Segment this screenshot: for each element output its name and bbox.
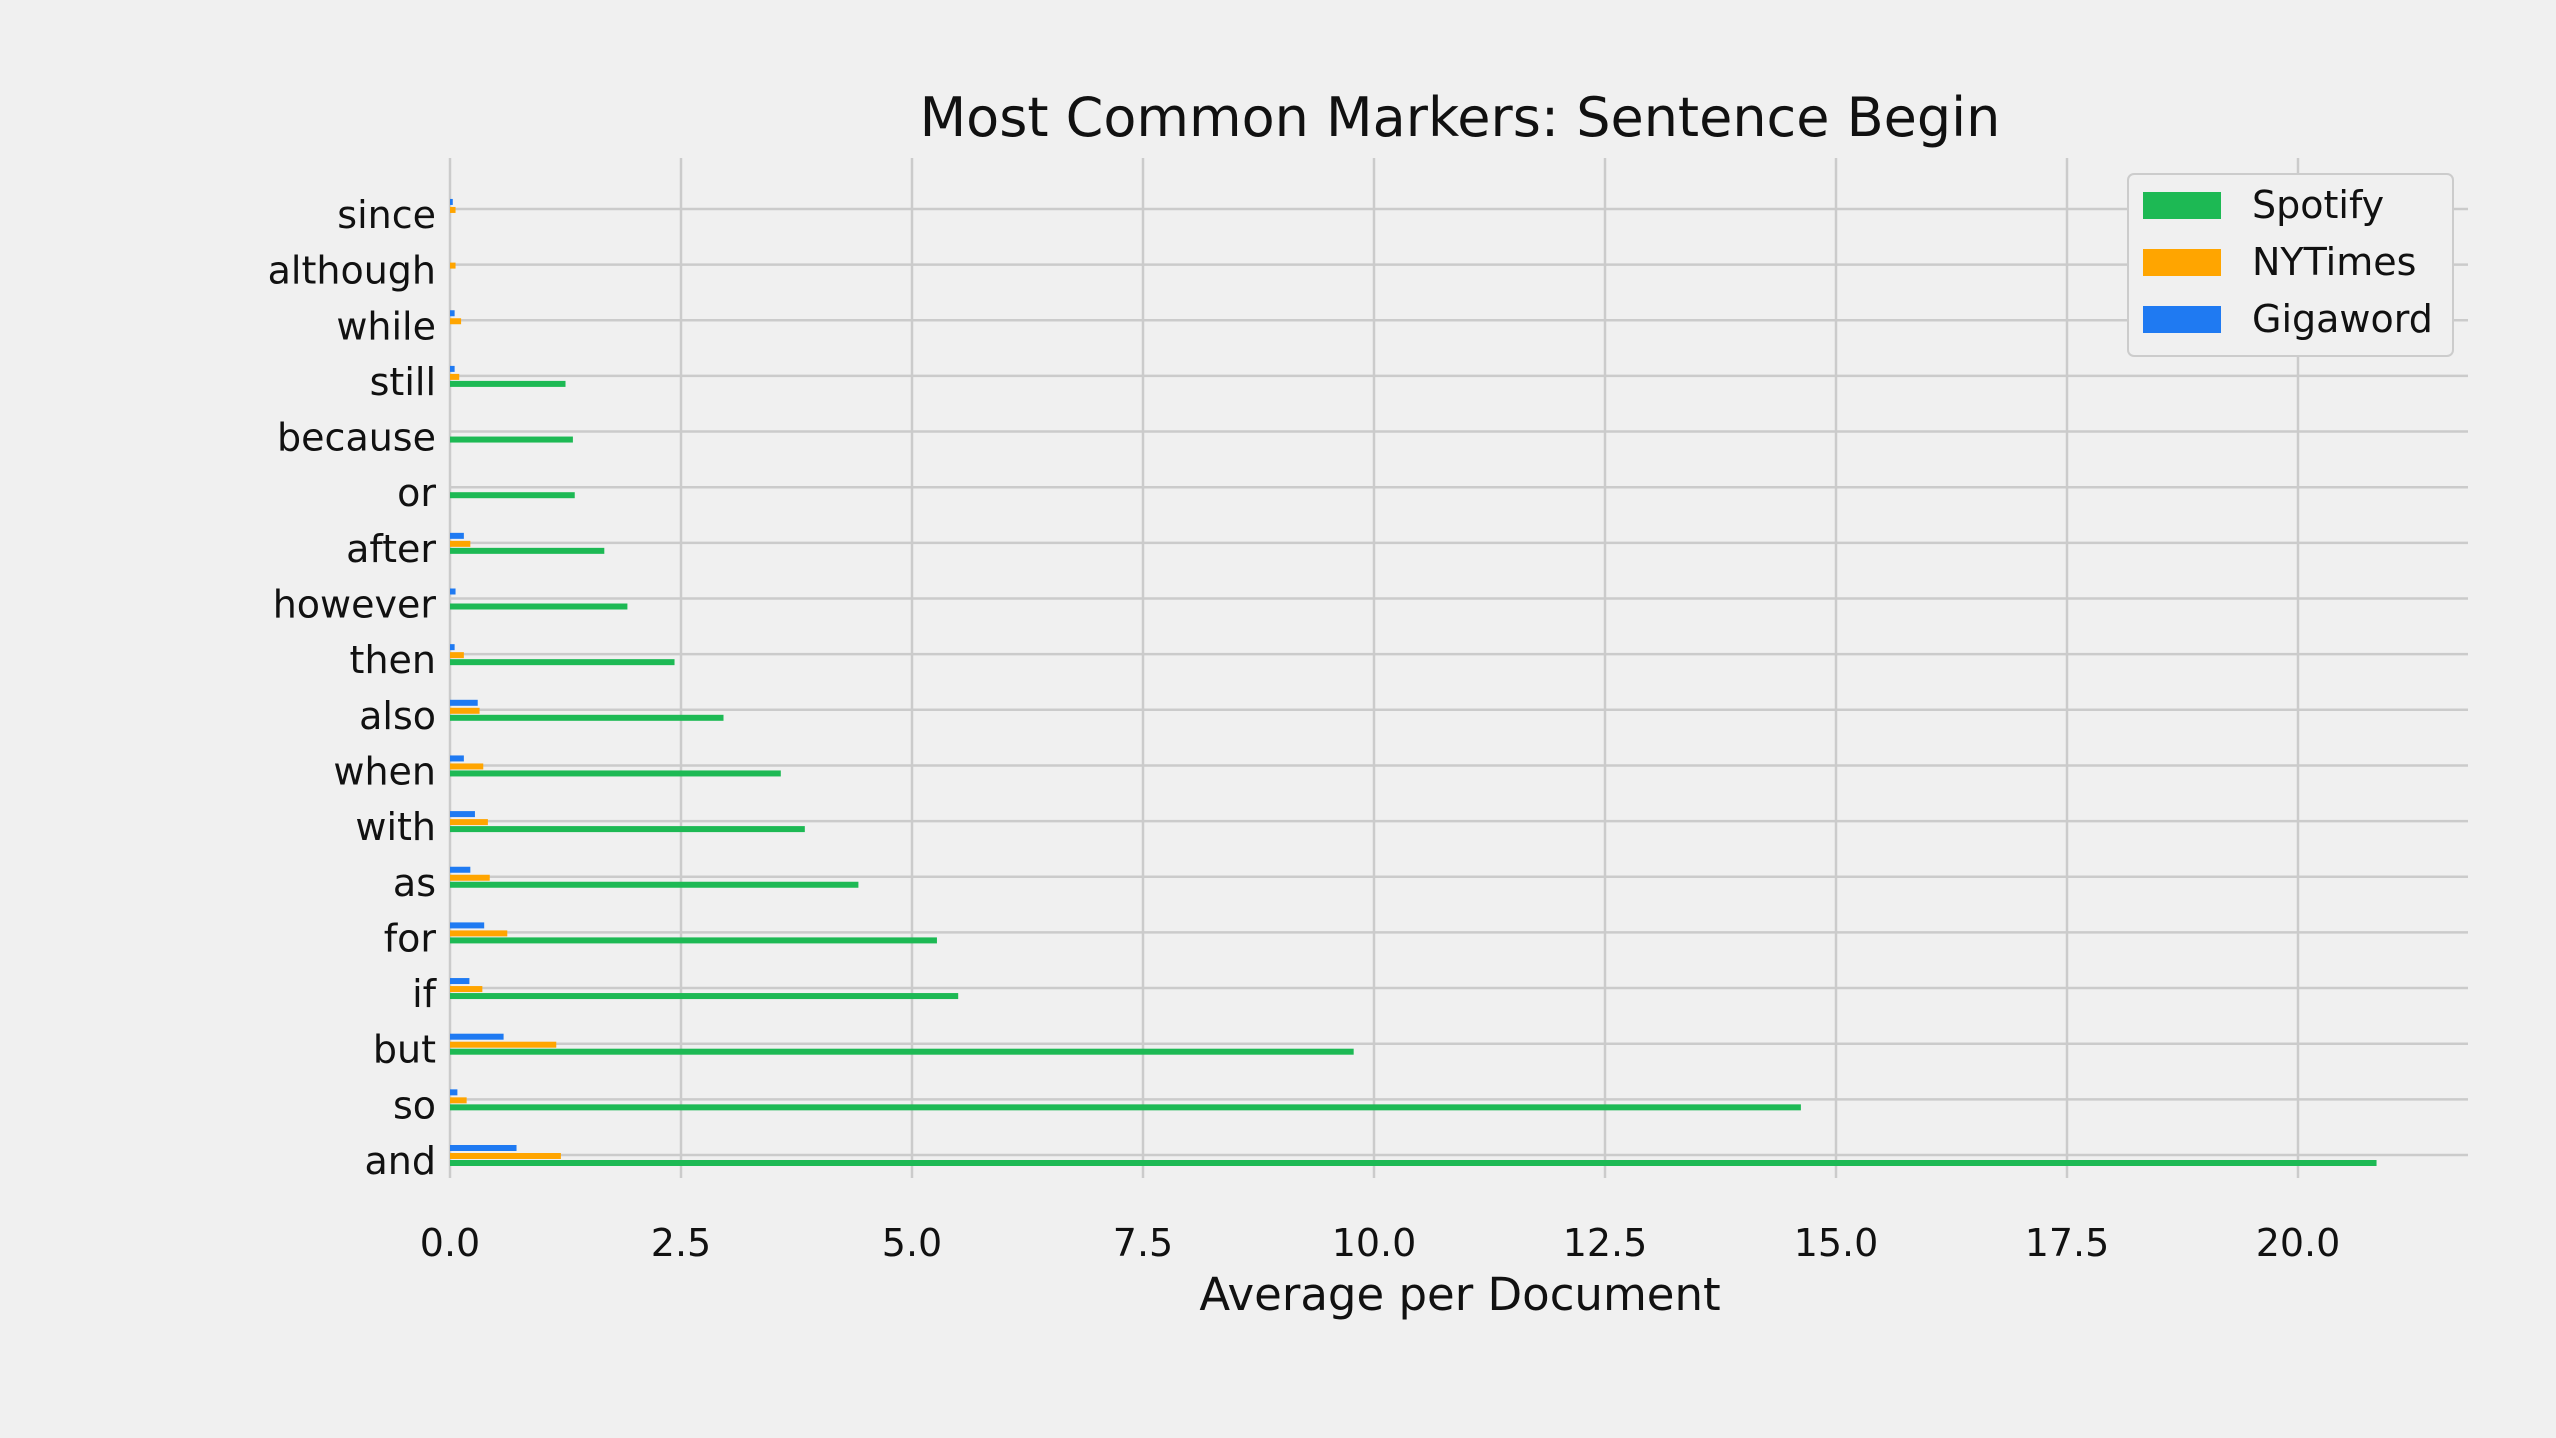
y-tick-label-also: also [359,694,436,738]
bar-nytimes-for [450,930,508,937]
y-tick-label-if: if [412,972,438,1016]
bar-gigaword-and [450,1145,517,1151]
y-tick-label-while: while [336,304,436,348]
bar-spotify-after [450,547,605,554]
bar-spotify-because [450,436,573,443]
bar-spotify-then [450,659,675,666]
bar-gigaword-also [450,699,478,706]
x-tick-label: 0.0 [420,1221,480,1265]
bar-gigaword-however [450,588,456,595]
bar-gigaword-if [450,978,470,985]
x-tick-label: 15.0 [1794,1221,1879,1265]
y-tick-label-still: still [370,360,436,404]
bar-nytimes-with [450,819,488,826]
bar-nytimes-so [450,1097,467,1104]
bar-gigaword-so [450,1089,458,1096]
bar-gigaword-while [450,310,455,317]
legend-swatch-gigaword [2143,306,2221,333]
y-tick-labels: and so but if for as with when also then however af… [268,193,438,1183]
bar-gigaword-when [450,755,464,762]
bar-spotify-with [450,826,805,833]
y-tick-label-and: and [365,1139,437,1183]
bar-nytimes-but [450,1041,557,1048]
bar-nytimes-as [450,874,490,881]
bar-nytimes-although [450,262,456,269]
bar-spotify-so [450,1104,1801,1111]
y-tick-label-when: when [333,749,436,793]
bar-nytimes-still [450,373,460,380]
bar-spotify-when [450,770,781,777]
x-tick-label: 10.0 [1332,1221,1417,1265]
y-tick-label-then: then [350,638,436,682]
y-tick-label-as: as [393,861,436,905]
chart-title: Most Common Markers: Sentence Begin [920,86,2001,149]
bar-spotify-for [450,937,937,944]
y-tick-label-however: however [273,583,437,627]
y-tick-label-or: or [397,471,436,515]
bar-spotify-or [450,492,575,499]
x-tick-label: 5.0 [882,1221,942,1265]
legend-label-gigaword: Gigaword [2252,297,2433,341]
y-tick-label-although: although [268,249,436,293]
bar-spotify-still [450,380,566,387]
bar-spotify-also [450,714,724,721]
bar-nytimes-and [450,1153,561,1159]
bar-spotify-but [450,1048,1354,1055]
bars [450,198,2377,1166]
x-tick-labels: 0.0 2.5 5.0 7.5 10.0 12.5 15.0 17.5 20.0 [420,1221,2341,1265]
y-tick-label-because: because [277,416,436,460]
legend-swatch-spotify [2143,192,2221,219]
y-tick-label-so: so [393,1083,436,1127]
y-tick-label-since: since [337,193,436,237]
bar-gigaword-with [450,811,475,818]
legend-label-spotify: Spotify [2252,183,2384,227]
legend-swatch-nytimes [2143,249,2221,276]
x-tick-label: 20.0 [2256,1221,2341,1265]
x-tick-label: 7.5 [1113,1221,1173,1265]
legend: Spotify NYTimes Gigaword [2127,173,2454,357]
bar-nytimes-when [450,763,484,770]
bar-gigaword-since [450,198,453,205]
x-axis-label: Average per Document [1199,1268,1720,1321]
bar-spotify-and [450,1160,2377,1166]
bar-gigaword-still [450,365,455,372]
bar-nytimes-after [450,540,471,547]
bar-gigaword-after [450,532,464,539]
bar-nytimes-while [450,318,462,325]
x-tick-label: 2.5 [651,1221,711,1265]
bar-gigaword-but [450,1033,504,1040]
bar-nytimes-if [450,986,483,993]
x-tick-label: 12.5 [1563,1221,1648,1265]
bar-gigaword-then [450,644,455,651]
y-tick-label-but: but [373,1028,436,1072]
bar-nytimes-also [450,707,480,714]
bar-gigaword-as [450,866,471,873]
bar-gigaword-for [450,922,485,929]
y-tick-label-with: with [355,805,436,849]
legend-label-nytimes: NYTimes [2252,240,2416,284]
y-tick-label-after: after [346,527,436,571]
x-tick-label: 17.5 [2025,1221,2110,1265]
bar-nytimes-since [450,206,456,213]
bar-spotify-if [450,993,959,1000]
bar-spotify-as [450,881,859,888]
bar-nytimes-then [450,652,464,659]
bar-spotify-however [450,603,628,610]
y-tick-label-for: for [384,916,437,960]
